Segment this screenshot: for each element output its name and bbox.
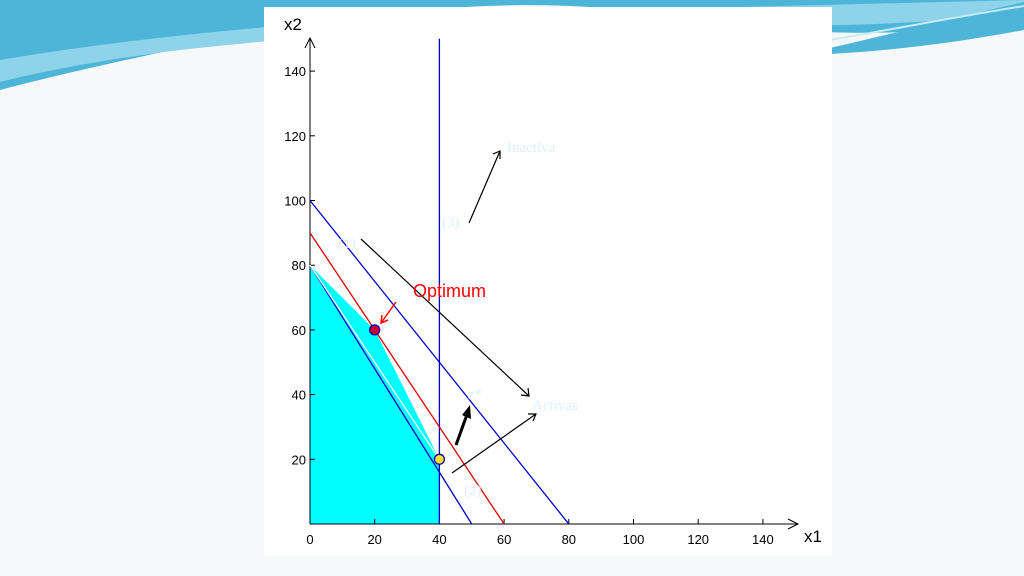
x-tick-label: 100	[623, 532, 645, 547]
annotation-optimum: Optimum	[413, 281, 486, 301]
x-tick-label: 60	[497, 532, 511, 547]
series-line-4	[309, 232, 505, 525]
y-tick-label: 20	[292, 452, 306, 467]
annotation-inactiva: Inactiva	[507, 140, 556, 156]
y-tick-label: 60	[292, 323, 306, 338]
x-tick-label: 40	[432, 532, 446, 547]
y-tick-label: 80	[292, 258, 306, 273]
inactiva-arrow-line	[468, 150, 501, 224]
y-axis-title: x2	[284, 15, 302, 34]
optimum-arrow-head	[380, 314, 389, 325]
annotation-z-star: z*	[468, 387, 482, 403]
activas-arrow-1-head	[520, 387, 530, 397]
activas-arrow-1-line	[360, 238, 530, 397]
annotation-constraint-3: (3)	[442, 215, 460, 231]
vertex-point-2	[433, 453, 446, 465]
activas-arrow-2-head	[528, 413, 537, 422]
x-tick-label: 0	[306, 532, 313, 547]
x-axis-title: x1	[804, 527, 822, 546]
wave-line	[829, 5, 1024, 41]
feasible-region	[310, 265, 440, 524]
optimum-arrow-line	[380, 301, 397, 324]
y-tick-label: 100	[284, 194, 306, 209]
y-axis-arrow	[304, 36, 316, 49]
x-tick-label: 20	[367, 532, 381, 547]
vertex-point-1	[369, 324, 381, 336]
y-tick-label: 120	[284, 129, 306, 144]
z-star-direction-head	[462, 405, 471, 419]
x-axis-arrow	[787, 518, 800, 530]
inactiva-arrow-head	[492, 150, 501, 159]
activas-arrow-2-line	[451, 413, 537, 474]
y-tick-label: 40	[292, 388, 306, 403]
annotation-constraint-1: (1)	[338, 236, 356, 252]
y-tick-label: 140	[284, 64, 306, 79]
x-tick-label: 120	[687, 532, 709, 547]
x-tick-label: 80	[562, 532, 576, 547]
x-tick-label: 140	[752, 532, 774, 547]
annotation-constraint-2: (2)	[464, 483, 482, 499]
series-line-5	[309, 264, 440, 460]
annotation-activas: Activas	[532, 398, 578, 414]
series-line-2	[309, 264, 473, 525]
chart-panel: x1 x2 0 20 40 60 80 100 120 140 20 40 60 80 100 120 14…	[264, 7, 832, 556]
lp-graph: x1 x2 0 20 40 60 80 100 120 140 20 40 60 80 100 120 14…	[284, 15, 822, 547]
